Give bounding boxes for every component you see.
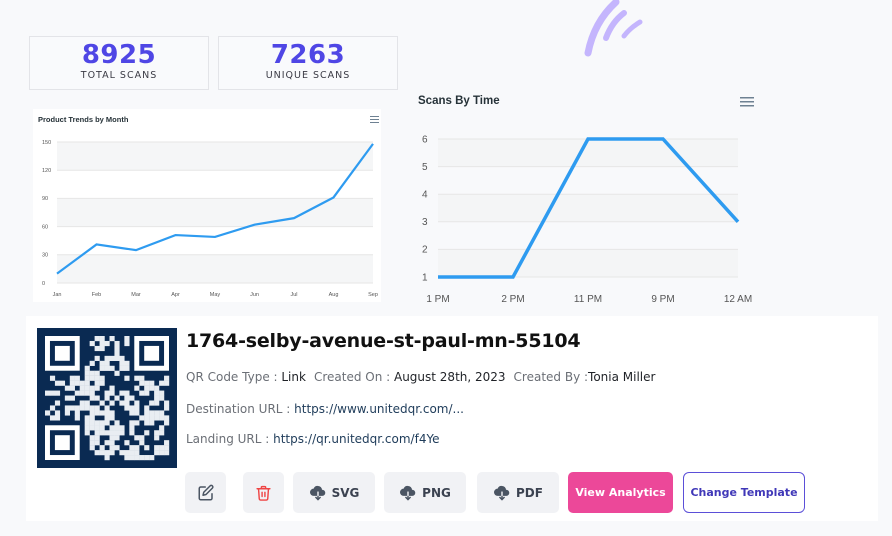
- qr-code-card: 1764-selby-avenue-st-paul-mn-55104 QR Co…: [26, 316, 878, 521]
- png-label: PNG: [422, 485, 451, 500]
- svg-text:Jun: Jun: [250, 292, 259, 298]
- line-chart-plot: 0 30 60 90 120 150 Jan Feb Mar Apr May Jun Jul Aug Sep: [42, 140, 378, 298]
- qr-code-image[interactable]: [37, 328, 177, 468]
- chart-title: Scans By Time: [418, 95, 500, 107]
- svg-text:11 PM: 11 PM: [574, 294, 602, 305]
- svg-text:6: 6: [422, 134, 428, 145]
- hamburger-menu-icon[interactable]: [740, 97, 754, 107]
- download-png-button[interactable]: PNG: [384, 472, 466, 513]
- pdf-label: PDF: [516, 485, 543, 500]
- cloud-download-icon: [494, 485, 510, 501]
- cloud-download-icon: [400, 485, 416, 501]
- line-chart-plot: 1 2 3 4 5 6 1 PM 2 PM 11 PM 9 PM 12 AM: [422, 134, 752, 305]
- svg-text:4: 4: [422, 190, 428, 201]
- qr-meta-row: QR Code Type : Link Created On : August 2…: [186, 370, 655, 384]
- created-on-label: Created On :: [313, 370, 394, 384]
- svg-text:5: 5: [422, 162, 428, 173]
- total-scans-card: 8925 TOTAL SCANS: [29, 36, 209, 90]
- svg-text:120: 120: [42, 168, 51, 174]
- created-by-label: Created By :: [513, 370, 589, 384]
- hamburger-menu-icon[interactable]: [370, 116, 379, 123]
- created-by-value: Tonia Miller: [588, 370, 656, 384]
- trash-icon: [256, 485, 271, 501]
- total-scans-label: TOTAL SCANS: [80, 70, 158, 81]
- unique-scans-value: 7263: [270, 40, 346, 70]
- product-trends-chart: Product Trends by Month 0 30 60 90 120 150 Jan…: [33, 109, 381, 302]
- svg-text:Apr: Apr: [171, 292, 180, 298]
- pencil-square-icon: [198, 484, 214, 500]
- svg-text:1: 1: [422, 272, 428, 283]
- svg-label: SVG: [331, 485, 360, 500]
- svg-text:2 PM: 2 PM: [501, 294, 524, 305]
- svg-text:Feb: Feb: [92, 292, 101, 298]
- landing-label: Landing URL :: [186, 432, 274, 446]
- svg-text:Jul: Jul: [290, 292, 297, 298]
- delete-button[interactable]: [243, 472, 284, 513]
- svg-text:1 PM: 1 PM: [426, 294, 449, 305]
- svg-text:3: 3: [422, 217, 428, 228]
- download-pdf-button[interactable]: PDF: [477, 472, 559, 513]
- svg-text:Mar: Mar: [131, 292, 141, 298]
- destination-label: Destination URL :: [186, 402, 295, 416]
- scans-by-time-chart: Scans By Time 1 2 3 4 5 6 1 PM 2 PM 11 PM 9 PM 12 …: [410, 85, 770, 310]
- unique-scans-label: UNIQUE SCANS: [265, 70, 351, 81]
- svg-text:150: 150: [42, 140, 51, 146]
- svg-text:0: 0: [42, 281, 45, 287]
- chart-title: Product Trends by Month: [38, 115, 129, 124]
- svg-text:30: 30: [42, 253, 48, 259]
- destination-url-link[interactable]: https://www.unitedqr.com/...: [294, 402, 464, 416]
- total-scans-value: 8925: [81, 40, 157, 70]
- svg-text:Aug: Aug: [329, 292, 339, 298]
- svg-text:May: May: [210, 292, 221, 298]
- svg-text:Sep: Sep: [368, 292, 378, 298]
- svg-text:2: 2: [422, 245, 428, 256]
- cloud-download-icon: [309, 485, 325, 501]
- landing-url-row: Landing URL : https://qr.unitedqr.com/f4…: [186, 432, 440, 446]
- unique-scans-card: 7263 UNIQUE SCANS: [218, 36, 398, 90]
- svg-text:9 PM: 9 PM: [651, 294, 674, 305]
- landing-url-link[interactable]: https://qr.unitedqr.com/f4Ye: [273, 432, 440, 446]
- destination-url-row: Destination URL : https://www.unitedqr.c…: [186, 402, 464, 416]
- created-on-value: August 28th, 2023: [393, 370, 506, 384]
- type-value: Link: [281, 370, 306, 384]
- svg-text:90: 90: [42, 196, 48, 202]
- svg-text:60: 60: [42, 224, 48, 230]
- change-template-button[interactable]: Change Template: [683, 472, 805, 513]
- download-svg-button[interactable]: SVG: [293, 472, 375, 513]
- wifi-signal-logo-icon: [584, 0, 643, 57]
- svg-text:Jan: Jan: [53, 292, 62, 298]
- type-label: QR Code Type :: [186, 370, 282, 384]
- view-analytics-button[interactable]: View Analytics: [568, 472, 673, 513]
- svg-text:12 AM: 12 AM: [724, 294, 752, 305]
- qr-code-name: 1764-selby-avenue-st-paul-mn-55104: [186, 330, 581, 352]
- edit-button[interactable]: [185, 472, 226, 513]
